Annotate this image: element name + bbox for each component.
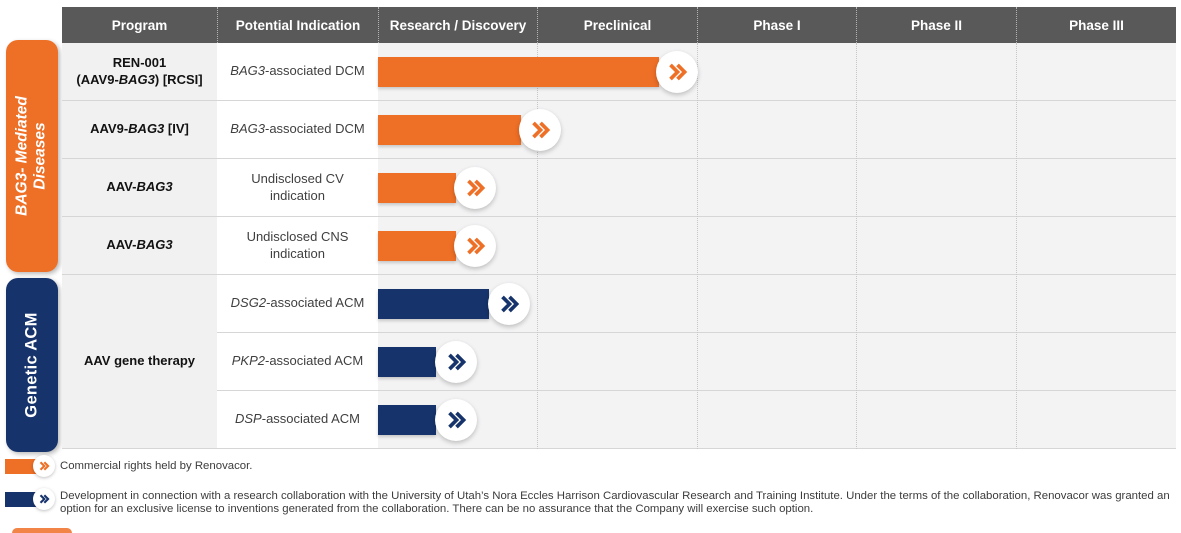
column-header-phase-2: Phase II [856, 7, 1016, 43]
group-tab-bag3: BAG3- Mediated Diseases [6, 40, 58, 272]
indication-cell: BAG3-associated DCM [217, 101, 378, 159]
double-chevron-right-icon [656, 50, 698, 93]
double-chevron-right-icon [454, 166, 496, 209]
indication-cell: DSG2-associated ACM [217, 275, 378, 333]
group-tab-genetic-acm: Genetic ACM [6, 278, 58, 452]
phase-divider [537, 43, 538, 449]
progress-track [378, 217, 1176, 275]
progress-bar [378, 114, 521, 145]
indication-cell: Undisclosed CV indication [217, 159, 378, 217]
double-chevron-right-icon [488, 282, 530, 325]
progress-bar [378, 56, 659, 87]
column-header-preclinical: Preclinical [537, 7, 697, 43]
program-cell: REN-001 (AAV9-BAG3) [RCSI] [62, 43, 217, 101]
program-cell: AAV-BAG3 [62, 159, 217, 217]
group-tab-bag3-label: BAG3- Mediated Diseases [13, 96, 49, 216]
phase-divider [697, 43, 698, 449]
double-chevron-right-icon [435, 398, 477, 441]
column-header-program: Program [111, 17, 168, 33]
indication-cell: Undisclosed CNS indication [217, 217, 378, 275]
legend-swatch-orange [5, 459, 38, 474]
progress-track [378, 101, 1176, 159]
indication-cell: PKP2-associated ACM [217, 333, 378, 391]
column-header-phase-1: Phase I [697, 7, 856, 43]
table-body: REN-001 (AAV9-BAG3) [RCSI] BAG3-associate… [62, 43, 1176, 449]
cutoff-orange-shape [12, 528, 72, 533]
group-tab-genetic-acm-label: Genetic ACM [22, 312, 41, 418]
progress-bar [378, 404, 436, 435]
double-chevron-right-icon [435, 340, 477, 383]
indication-cell: DSP-associated ACM [217, 391, 378, 449]
legend-text-collaboration: Development in connection with a researc… [60, 490, 1170, 515]
phase-divider [856, 43, 857, 449]
progress-bar [378, 172, 456, 203]
column-header-research-discovery: Research / Discovery [378, 7, 537, 43]
progress-track [378, 159, 1176, 217]
legend-text-commercial-rights: Commercial rights held by Renovacor. [60, 460, 253, 472]
program-cell-merged: AAV gene therapy [62, 275, 217, 449]
progress-bar [378, 346, 436, 377]
progress-track [378, 275, 1176, 333]
table-header-row: Program Potential Indication Research / … [62, 7, 1176, 43]
double-chevron-right-icon [33, 488, 55, 510]
program-cell: AAV9-BAG3 [IV] [62, 101, 217, 159]
double-chevron-right-icon [454, 224, 496, 267]
pipeline-table: Program Potential Indication Research / … [62, 7, 1176, 449]
double-chevron-right-icon [33, 455, 55, 477]
column-header-phase-3: Phase III [1016, 7, 1176, 43]
column-header-potential-indication: Potential Indication [217, 7, 378, 43]
progress-track [378, 391, 1176, 449]
double-chevron-right-icon [519, 108, 561, 151]
progress-track [378, 333, 1176, 391]
progress-bar [378, 230, 456, 261]
indication-cell: BAG3-associated DCM [217, 43, 378, 101]
progress-track [378, 43, 1176, 101]
program-cell: AAV-BAG3 [62, 217, 217, 275]
legend-swatch-navy [5, 492, 38, 507]
phase-divider [1016, 43, 1017, 449]
progress-bar [378, 288, 489, 319]
